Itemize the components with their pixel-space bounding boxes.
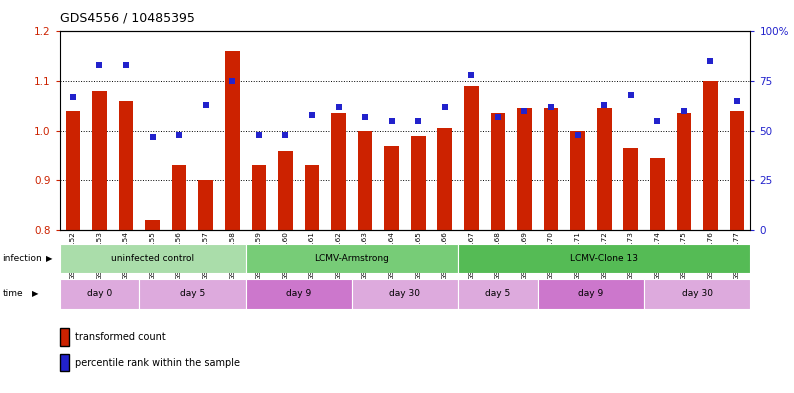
Bar [544, 108, 558, 230]
Bar [597, 108, 611, 230]
Bar [66, 111, 80, 230]
Bar [437, 128, 452, 230]
Point [199, 102, 212, 108]
Point [624, 92, 637, 98]
Text: day 30: day 30 [682, 289, 713, 298]
Point [173, 132, 186, 138]
Text: LCMV-Armstrong: LCMV-Armstrong [314, 254, 389, 263]
Text: ▶: ▶ [32, 289, 38, 298]
Bar [198, 180, 213, 230]
Bar [225, 51, 240, 230]
Point [279, 132, 291, 138]
Point [571, 132, 584, 138]
Text: uninfected control: uninfected control [111, 254, 194, 263]
Text: GDS4556 / 10485395: GDS4556 / 10485395 [60, 12, 195, 25]
Point [359, 114, 372, 120]
Point [67, 94, 79, 100]
Point [438, 104, 451, 110]
Bar [245, 244, 458, 273]
Point [252, 132, 265, 138]
Point [385, 118, 398, 124]
Point [120, 62, 133, 68]
Bar [650, 158, 665, 230]
Text: day 30: day 30 [389, 289, 421, 298]
Bar [305, 165, 319, 230]
Point [412, 118, 425, 124]
Point [465, 72, 478, 78]
Point [225, 78, 238, 84]
Text: ▶: ▶ [46, 254, 52, 263]
Bar [458, 279, 538, 309]
Point [146, 134, 159, 140]
Bar [623, 148, 638, 230]
Bar [644, 279, 750, 309]
Bar [517, 108, 532, 230]
Point [93, 62, 106, 68]
Point [306, 112, 318, 118]
Bar [676, 113, 692, 230]
Text: day 9: day 9 [578, 289, 603, 298]
Bar [145, 220, 160, 230]
Bar [384, 145, 399, 230]
Bar [139, 279, 245, 309]
Text: percentile rank within the sample: percentile rank within the sample [75, 358, 240, 368]
Point [545, 104, 557, 110]
Bar [358, 130, 372, 230]
Point [518, 108, 531, 114]
Point [491, 114, 504, 120]
Bar [172, 165, 187, 230]
Point [332, 104, 345, 110]
Bar [411, 136, 426, 230]
Text: day 9: day 9 [286, 289, 311, 298]
Point [677, 108, 690, 114]
Point [598, 102, 611, 108]
Point [651, 118, 664, 124]
Text: infection: infection [2, 254, 42, 263]
Bar [60, 279, 139, 309]
Text: LCMV-Clone 13: LCMV-Clone 13 [570, 254, 638, 263]
Bar [458, 244, 750, 273]
Bar [730, 111, 744, 230]
Bar [118, 101, 133, 230]
Bar [60, 244, 245, 273]
Bar [331, 113, 346, 230]
Text: day 0: day 0 [87, 289, 112, 298]
Text: day 5: day 5 [179, 289, 205, 298]
Bar [278, 151, 293, 230]
Bar [245, 279, 352, 309]
Bar [538, 279, 644, 309]
Text: time: time [2, 289, 23, 298]
Text: day 5: day 5 [485, 289, 511, 298]
Bar [464, 86, 479, 230]
Point [704, 58, 717, 64]
Bar [703, 81, 718, 230]
Bar [570, 130, 585, 230]
Bar [252, 165, 266, 230]
Bar [491, 113, 505, 230]
Bar [352, 279, 458, 309]
Text: transformed count: transformed count [75, 332, 165, 342]
Bar [92, 91, 106, 230]
Point [730, 98, 743, 104]
